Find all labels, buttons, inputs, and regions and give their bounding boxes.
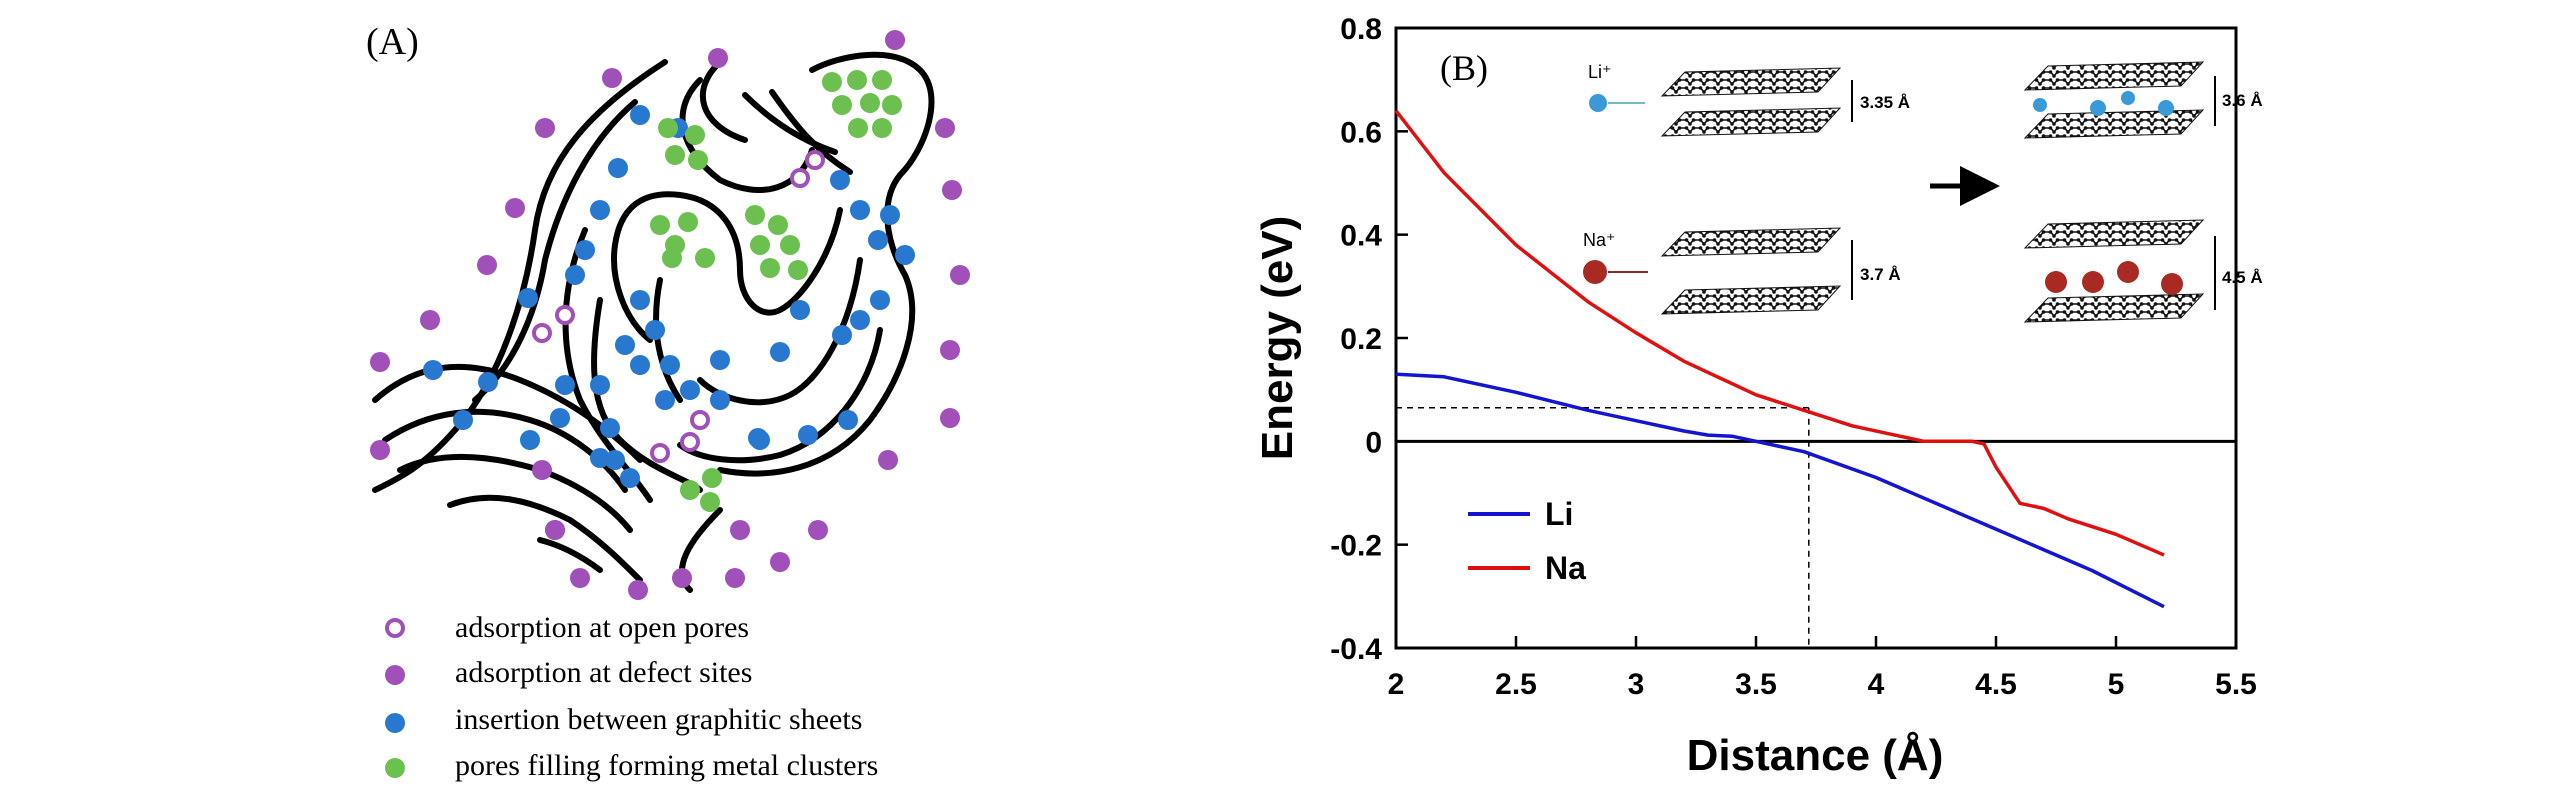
y-tick-label: 0: [1365, 426, 1382, 459]
li-ion-icon: [2121, 91, 2135, 105]
x-tick-label: 5: [2108, 668, 2125, 701]
legend-label-clusters: pores filling forming metal clusters: [455, 749, 878, 782]
graphene-sheet-icon: [1660, 285, 1842, 315]
na-before-spacing: 3.7 Å: [1860, 265, 1901, 284]
na-ion-icon: [2161, 273, 2183, 295]
panel-b-chart: 2 2.5 3 3.5 4 4.5 5 5.5 0.8 0.6 0.4 0.2 0 -0.2 -0.4 (…: [1200, 0, 2567, 787]
legend-green-dot-icon: [385, 758, 405, 778]
legend-item-defect-sites: adsorption at defect sites: [385, 656, 752, 689]
panel-a-svg: (A): [366, 21, 970, 782]
panel-a-legend: adsorption at open pores adsorption at d…: [385, 611, 878, 782]
x-tick-label: 2.5: [1495, 668, 1537, 701]
legend-label-open-pores: adsorption at open pores: [455, 611, 749, 644]
na-ion-icon: [1583, 260, 1607, 284]
graphene-sheet-icon: [1660, 107, 1842, 137]
x-axis-ticks: 2 2.5 3 3.5 4 4.5 5 5.5: [1388, 636, 2257, 701]
na-ion-icon: [2045, 271, 2067, 293]
li-ion-icon: [2090, 100, 2106, 116]
na-after-spacing: 4.5 Å: [2222, 268, 2263, 287]
x-axis-label: Distance (Å): [1687, 731, 1944, 780]
graphene-sheet-icon: [1660, 67, 1842, 97]
y-tick-label: -0.2: [1330, 530, 1382, 563]
na-ion-icon: [2082, 271, 2104, 293]
li-after-spacing: 3.6 Å: [2222, 91, 2263, 110]
panel-a-schematic: (A): [0, 0, 1200, 787]
panel-a-label: (A): [366, 21, 419, 63]
y-tick-label: 0.6: [1340, 116, 1382, 149]
li-ion-icon: [2158, 100, 2174, 116]
y-tick-label: 0.4: [1340, 220, 1382, 253]
legend-na-label: Na: [1545, 550, 1586, 586]
legend-blue-dot-icon: [385, 713, 405, 733]
y-tick-label: 0.8: [1340, 13, 1382, 46]
panel-b-label: (B): [1440, 48, 1488, 88]
y-axis-ticks: 0.8 0.6 0.4 0.2 0 -0.2 -0.4: [1330, 13, 1408, 666]
graphene-sheet-icon: [1660, 227, 1842, 257]
y-tick-label: 0.2: [1340, 323, 1382, 356]
x-tick-label: 3.5: [1735, 668, 1777, 701]
li-before-spacing: 3.35 Å: [1860, 93, 1910, 112]
graphene-sheet-icon: [2023, 61, 2205, 91]
series-layer: [1394, 109, 2165, 609]
y-axis-label: Energy (eV): [1253, 216, 1302, 461]
series-line-li: [1395, 372, 2165, 609]
chart-legend: Li Na: [1468, 496, 1586, 586]
x-tick-label: 4.5: [1975, 668, 2017, 701]
reference-lines: [1396, 407, 2236, 648]
legend-item-open-pores: adsorption at open pores: [385, 611, 749, 644]
x-tick-label: 3: [1628, 668, 1645, 701]
li-ion-icon: [2033, 98, 2047, 112]
x-tick-label: 4: [1868, 668, 1885, 701]
graphene-sheet-icon: [2023, 219, 2205, 249]
x-tick-label: 5.5: [2215, 668, 2257, 701]
inset-na-after: 4.5 Å: [2023, 219, 2263, 323]
na-ion-icon: [2117, 261, 2139, 283]
inset-diagram: Li⁺ 3.35 Å 3.6 Å: [1583, 61, 2263, 323]
inset-na-before: Na⁺ 3.7 Å: [1583, 227, 1901, 315]
x-tick-label: 2: [1388, 668, 1405, 701]
legend-purple-dot-icon: [385, 665, 405, 685]
legend-label-defect-sites: adsorption at defect sites: [455, 656, 752, 689]
open-pore-rings: [532, 150, 825, 463]
defect-site-dots: [370, 30, 970, 600]
legend-item-clusters: pores filling forming metal clusters: [385, 749, 878, 782]
inset-li-before: Li⁺ 3.35 Å: [1588, 62, 1910, 137]
series-line-na: [1394, 109, 2165, 557]
energy-distance-chart: 2 2.5 3 3.5 4 4.5 5 5.5 0.8 0.6 0.4 0.2 0 -0.2 -0.4 (…: [1253, 13, 2263, 780]
y-tick-label: -0.4: [1330, 633, 1382, 666]
legend-li-label: Li: [1545, 496, 1573, 532]
insertion-dots: [423, 105, 915, 488]
legend-label-insertion: insertion between graphitic sheets: [455, 703, 862, 736]
metal-cluster-dots: [650, 70, 902, 512]
graphene-sheet-icon: [2023, 109, 2205, 139]
legend-ring-icon: [385, 618, 405, 638]
li-ion-icon: [1589, 94, 1607, 112]
graphene-sheet-icon: [2023, 293, 2205, 323]
inset-na-ion-label: Na⁺: [1583, 230, 1616, 250]
inset-li-ion-label: Li⁺: [1588, 62, 1612, 82]
inset-li-after: 3.6 Å: [2023, 61, 2263, 139]
legend-item-insertion: insertion between graphitic sheets: [385, 703, 862, 736]
